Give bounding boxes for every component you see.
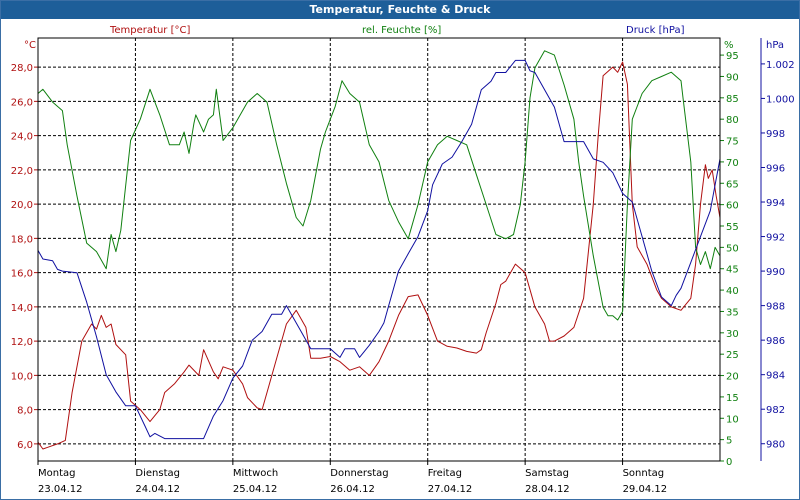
pressure-tick-label: 1.000: [766, 94, 795, 105]
x-tick-day-label: Freitag: [428, 468, 462, 479]
temperature-series-line: [37, 61, 721, 450]
axis-ticks: Montag 23.04.12 Dienstag 24.04.12 Mittwoch 25…: [11, 51, 795, 495]
humidity-tick-label: 60: [726, 201, 739, 212]
x-tick-date-label: 28.04.12: [525, 484, 570, 495]
pressure-tick-label: 996: [766, 163, 785, 174]
humidity-tick-label: 35: [726, 307, 739, 318]
humidity-unit-label: %: [724, 40, 734, 51]
humidity-tick-label: 75: [726, 137, 739, 148]
temperature-tick-label: 16,0: [11, 269, 33, 280]
x-tick-day-label: Samstag: [525, 468, 569, 479]
x-tick-date-label: 27.04.12: [428, 484, 473, 495]
pressure-tick-label: 986: [766, 336, 785, 347]
humidity-series-line: [37, 50, 721, 321]
series-lines: [37, 50, 721, 450]
humidity-tick-label: 25: [726, 350, 739, 361]
humidity-tick-label: 95: [726, 51, 739, 62]
pressure-tick-label: 982: [766, 405, 785, 416]
pressure-tick-label: 990: [766, 267, 785, 278]
x-tick-day-label: Mittwoch: [233, 468, 278, 479]
temperature-tick-label: 20,0: [11, 200, 33, 211]
x-tick-day-label: Sonntag: [623, 468, 665, 479]
pressure-series-line: [37, 59, 721, 440]
temperature-tick-label: 12,0: [11, 337, 33, 348]
pressure-tick-label: 988: [766, 302, 785, 313]
temperature-tick-label: 14,0: [11, 303, 33, 314]
humidity-axis-title: rel. Feuchte [%]: [362, 25, 441, 36]
temperature-axis-title: Temperatur [°C]: [109, 25, 190, 36]
grid-lines: [38, 38, 720, 461]
humidity-tick-label: 20: [726, 372, 739, 383]
temperature-tick-label: 22,0: [11, 166, 33, 177]
x-tick-date-label: 23.04.12: [38, 484, 83, 495]
pressure-tick-label: 994: [766, 198, 785, 209]
humidity-tick-label: 0: [726, 457, 732, 468]
humidity-tick-label: 80: [726, 115, 739, 126]
temperature-tick-label: 8,0: [17, 406, 33, 417]
humidity-tick-label: 65: [726, 179, 739, 190]
humidity-tick-label: 55: [726, 222, 739, 233]
humidity-tick-label: 10: [726, 414, 739, 425]
temperature-tick-label: 26,0: [11, 97, 33, 108]
temperature-tick-label: 6,0: [17, 440, 33, 451]
plot-frame: [37, 37, 721, 462]
pressure-tick-label: 992: [766, 233, 785, 244]
humidity-tick-label: 30: [726, 329, 739, 340]
pressure-tick-label: 998: [766, 129, 785, 140]
x-tick-date-label: 24.04.12: [135, 484, 180, 495]
pressure-tick-label: 984: [766, 371, 785, 382]
chart-title: Temperatur, Feuchte & Druck: [1, 1, 799, 19]
x-tick-date-label: 26.04.12: [330, 484, 375, 495]
humidity-tick-label: 5: [726, 436, 732, 447]
temperature-tick-label: 28,0: [11, 63, 33, 74]
pressure-axis-title: Druck [hPa]: [626, 25, 685, 36]
humidity-tick-label: 90: [726, 72, 739, 83]
humidity-tick-label: 50: [726, 243, 739, 254]
x-tick-date-label: 25.04.12: [233, 484, 278, 495]
temperature-tick-label: 24,0: [11, 132, 33, 143]
temperature-unit-label: °C: [24, 40, 36, 51]
x-tick-day-label: Montag: [38, 468, 75, 479]
x-tick-day-label: Dienstag: [135, 468, 180, 479]
pressure-tick-label: 980: [766, 440, 785, 451]
humidity-tick-label: 70: [726, 158, 739, 169]
temperature-tick-label: 18,0: [11, 234, 33, 245]
humidity-tick-label: 85: [726, 94, 739, 105]
humidity-tick-label: 45: [726, 265, 739, 276]
pressure-unit-label: hPa: [766, 40, 784, 51]
x-tick-date-label: 29.04.12: [623, 484, 668, 495]
humidity-tick-label: 40: [726, 286, 739, 297]
humidity-tick-label: 15: [726, 393, 739, 404]
x-tick-day-label: Donnerstag: [330, 468, 388, 479]
pressure-tick-label: 1.002: [766, 60, 795, 71]
temperature-tick-label: 10,0: [11, 371, 33, 382]
